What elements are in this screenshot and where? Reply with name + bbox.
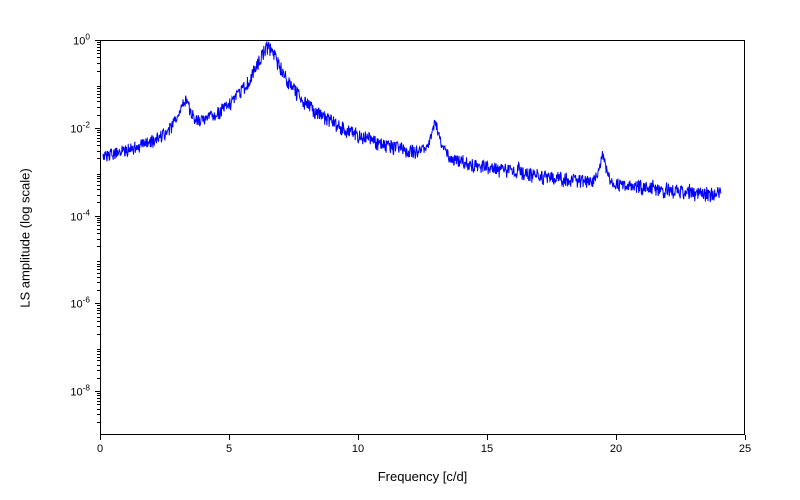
tick-mark: [97, 269, 100, 270]
tick-mark: [487, 435, 488, 440]
tick-mark: [97, 42, 100, 43]
tick-mark: [97, 422, 100, 423]
tick-mark: [97, 185, 100, 186]
tick-mark: [97, 349, 100, 350]
tick-mark: [97, 321, 100, 322]
tick-mark: [97, 393, 100, 394]
tick-mark: [97, 50, 100, 51]
tick-mark: [97, 357, 100, 358]
tick-mark: [97, 360, 100, 361]
tick-mark: [97, 317, 100, 318]
tick-label: 10-6: [70, 296, 90, 311]
tick-label: 15: [481, 443, 493, 455]
tick-mark: [97, 239, 100, 240]
tick-mark: [97, 94, 100, 95]
tick-label: 10: [352, 443, 364, 455]
tick-mark: [97, 290, 100, 291]
tick-mark: [97, 351, 100, 352]
tick-mark: [95, 216, 100, 217]
tick-mark: [97, 53, 100, 54]
tick-label: 25: [739, 443, 751, 455]
tick-mark: [97, 115, 100, 116]
tick-mark: [97, 138, 100, 139]
tick-mark: [97, 401, 100, 402]
tick-mark: [97, 63, 100, 64]
tick-mark: [97, 101, 100, 102]
tick-mark: [358, 435, 359, 440]
tick-mark: [616, 435, 617, 440]
tick-mark: [97, 189, 100, 190]
x-axis-label: Frequency [c/d]: [378, 469, 468, 484]
tick-mark: [97, 176, 100, 177]
tick-mark: [97, 261, 100, 262]
tick-label: 5: [226, 443, 232, 455]
tick-mark: [97, 404, 100, 405]
tick-mark: [97, 326, 100, 327]
tick-mark: [97, 151, 100, 152]
tick-mark: [745, 435, 746, 440]
tick-mark: [97, 132, 100, 133]
tick-mark: [97, 233, 100, 234]
tick-mark: [100, 435, 101, 440]
tick-mark: [97, 174, 100, 175]
plot-area: [100, 40, 745, 435]
tick-mark: [97, 57, 100, 58]
tick-mark: [97, 130, 100, 131]
tick-mark: [97, 202, 100, 203]
tick-mark: [97, 218, 100, 219]
tick-mark: [95, 391, 100, 392]
tick-label: 10-8: [70, 384, 90, 399]
tick-mark: [97, 181, 100, 182]
periodogram-chart: Frequency [c/d] LS amplitude (log scale)…: [0, 0, 800, 500]
tick-mark: [97, 395, 100, 396]
tick-mark: [97, 334, 100, 335]
tick-mark: [97, 44, 100, 45]
spectrum-line: [101, 41, 744, 434]
tick-mark: [97, 370, 100, 371]
tick-mark: [95, 128, 100, 129]
tick-mark: [97, 225, 100, 226]
tick-label: 0: [97, 443, 103, 455]
tick-mark: [97, 86, 100, 87]
tick-mark: [97, 354, 100, 355]
tick-mark: [97, 97, 100, 98]
tick-mark: [97, 229, 100, 230]
tick-mark: [97, 145, 100, 146]
tick-label: 20: [610, 443, 622, 455]
tick-mark: [97, 88, 100, 89]
tick-mark: [97, 282, 100, 283]
tick-mark: [97, 222, 100, 223]
tick-mark: [97, 273, 100, 274]
tick-mark: [97, 91, 100, 92]
tick-mark: [97, 310, 100, 311]
tick-mark: [97, 47, 100, 48]
tick-mark: [97, 178, 100, 179]
tick-mark: [229, 435, 230, 440]
tick-mark: [97, 71, 100, 72]
tick-mark: [97, 264, 100, 265]
tick-mark: [97, 135, 100, 136]
tick-mark: [97, 378, 100, 379]
tick-mark: [97, 308, 100, 309]
tick-mark: [97, 409, 100, 410]
tick-mark: [97, 313, 100, 314]
tick-mark: [97, 414, 100, 415]
tick-mark: [97, 266, 100, 267]
y-axis-label: LS amplitude (log scale): [18, 168, 33, 307]
tick-mark: [97, 246, 100, 247]
tick-mark: [95, 303, 100, 304]
tick-mark: [97, 158, 100, 159]
tick-mark: [97, 398, 100, 399]
tick-mark: [97, 305, 100, 306]
tick-label: 10-4: [70, 208, 90, 223]
tick-mark: [97, 277, 100, 278]
tick-mark: [97, 365, 100, 366]
tick-mark: [97, 220, 100, 221]
tick-mark: [97, 195, 100, 196]
tick-mark: [95, 40, 100, 41]
tick-label: 10-2: [70, 120, 90, 135]
tick-label: 100: [73, 33, 90, 48]
tick-mark: [97, 141, 100, 142]
tick-mark: [97, 107, 100, 108]
